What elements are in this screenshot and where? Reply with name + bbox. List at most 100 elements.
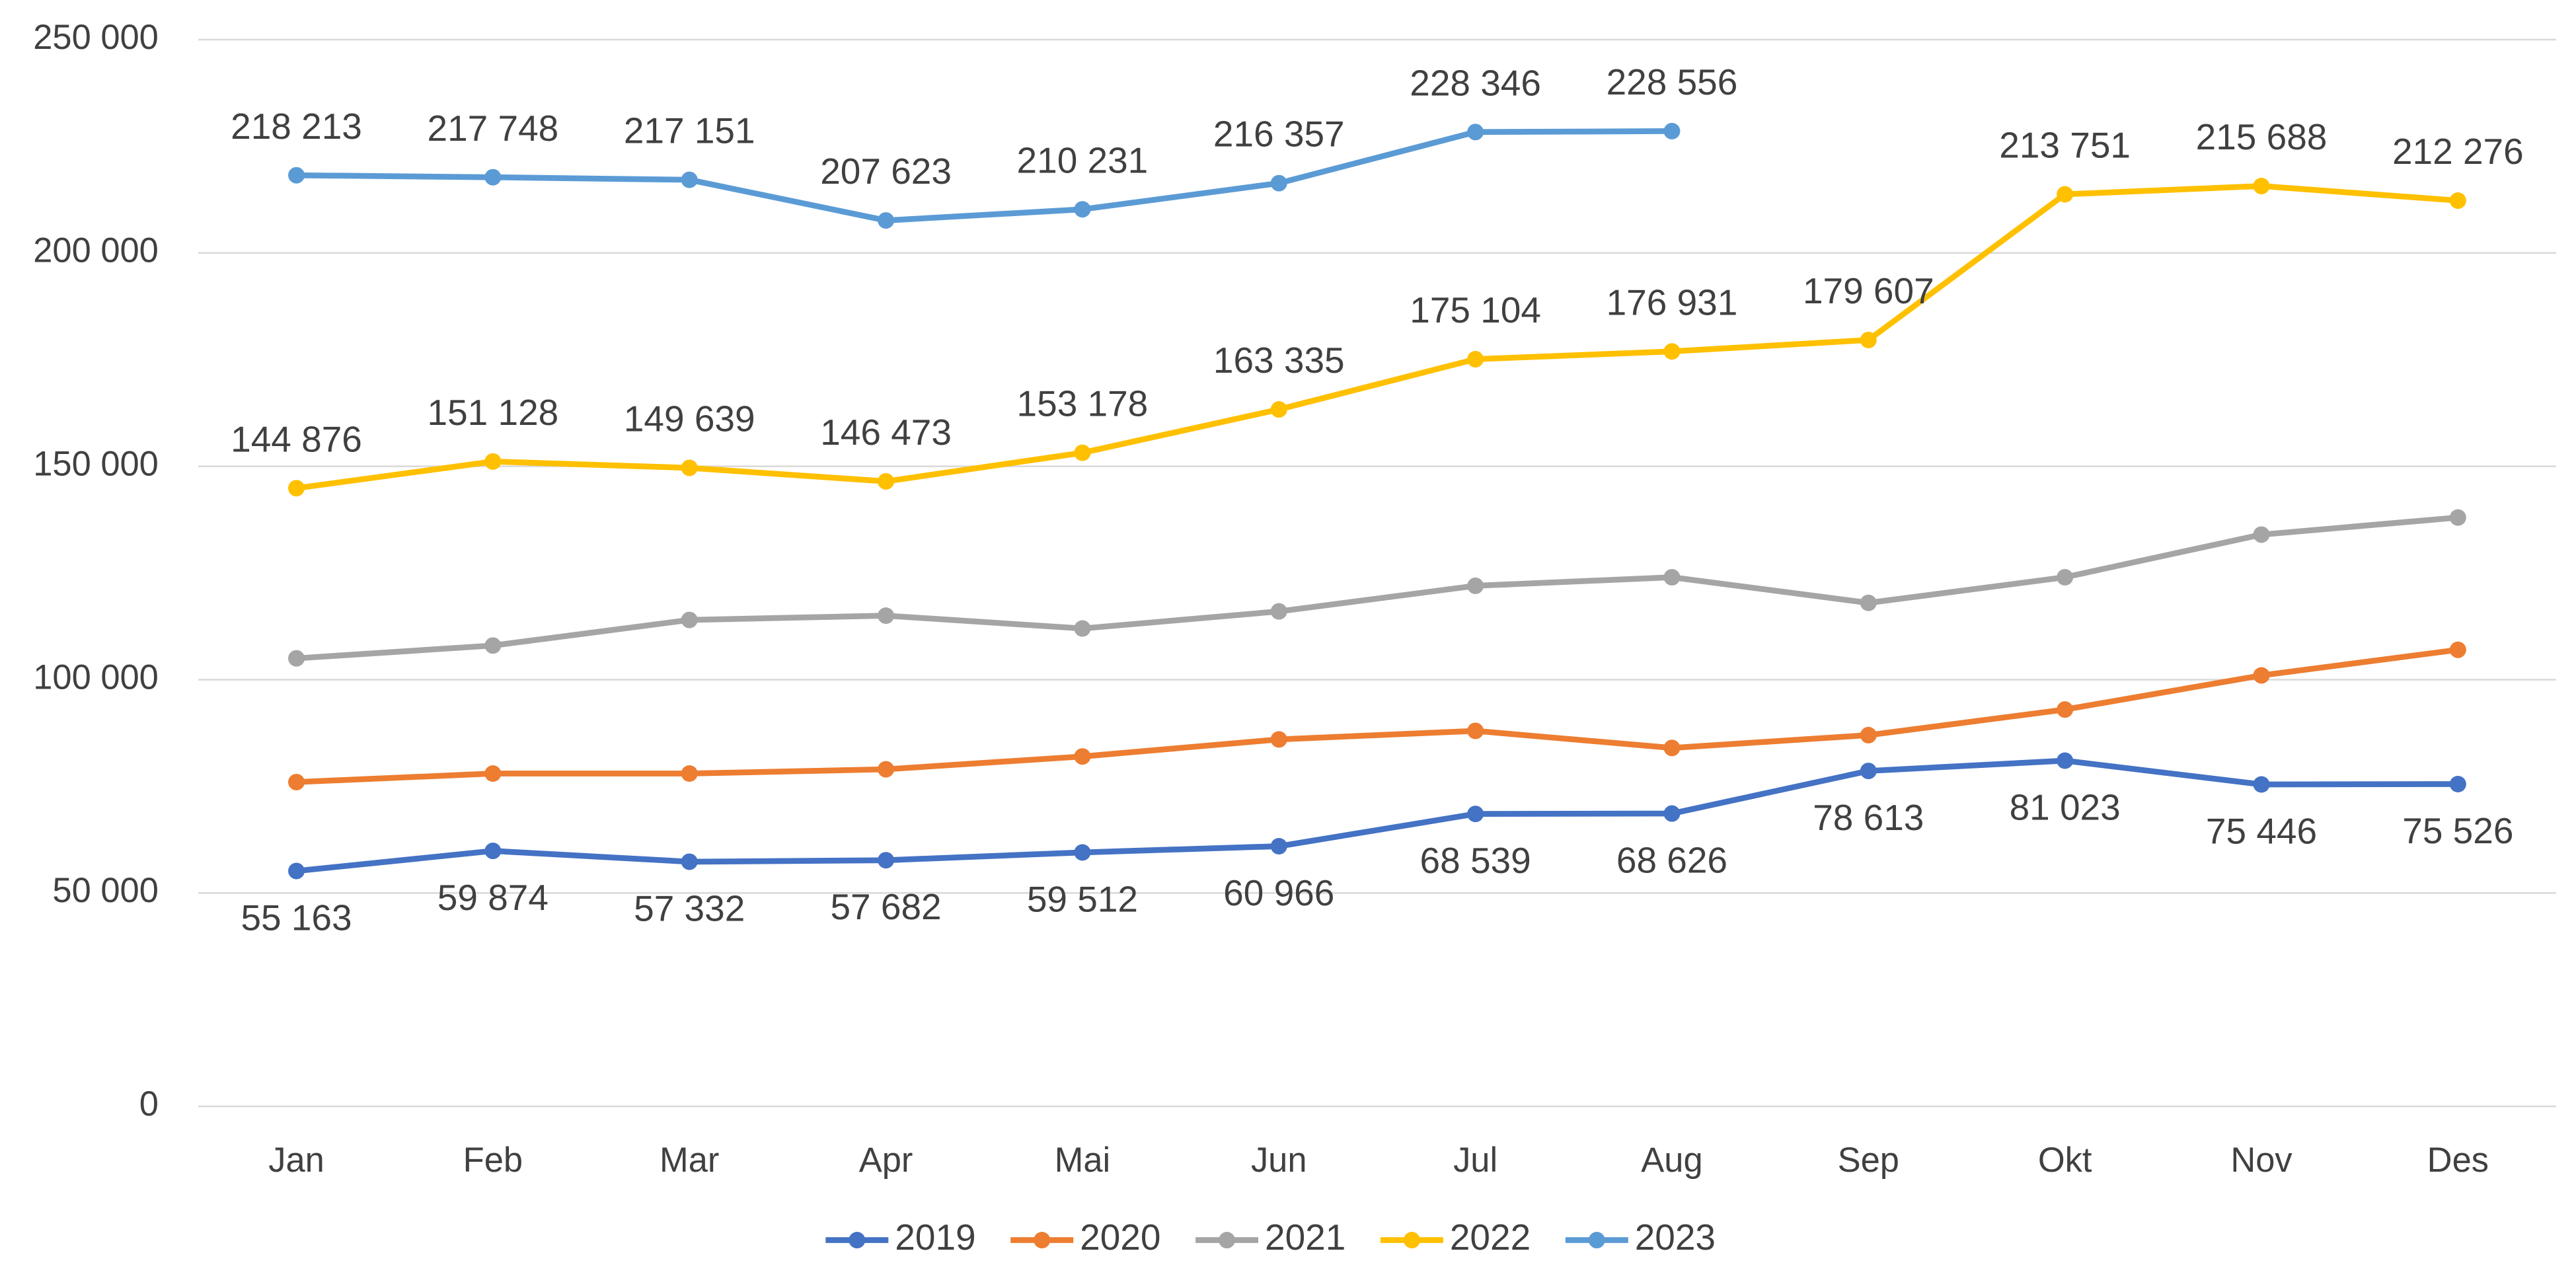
data-label: 149 639 — [624, 398, 755, 439]
x-tick-label: Jun — [1251, 1141, 1307, 1180]
data-label: 59 874 — [437, 877, 549, 918]
legend-marker — [1403, 1232, 1420, 1249]
point — [288, 480, 305, 497]
point — [2057, 186, 2074, 203]
point — [878, 761, 895, 778]
x-tick-label: Okt — [2038, 1141, 2092, 1180]
data-label: 207 623 — [820, 151, 952, 192]
data-label: 81 023 — [2010, 786, 2121, 827]
data-label: 179 607 — [1803, 270, 1934, 311]
y-tick-label: 150 000 — [33, 445, 159, 483]
point — [878, 473, 895, 490]
point — [1467, 351, 1484, 368]
point — [681, 611, 698, 628]
x-tick-label: Sep — [1838, 1141, 1899, 1180]
point — [484, 637, 502, 654]
data-label: 57 682 — [830, 886, 941, 927]
legend-marker — [849, 1232, 866, 1249]
point — [288, 650, 305, 667]
point — [1270, 174, 1287, 192]
x-tick-label: Aug — [1641, 1141, 1702, 1180]
point — [2449, 509, 2466, 526]
series-line — [296, 128, 1672, 223]
point — [2449, 192, 2466, 209]
data-label: 60 966 — [1223, 872, 1334, 913]
data-label: 78 613 — [1813, 797, 1924, 838]
point — [1074, 620, 1091, 637]
series-line — [296, 646, 2458, 785]
point — [1860, 763, 1877, 780]
y-tick-label: 250 000 — [33, 19, 159, 57]
point — [2253, 776, 2270, 793]
legend-label: 2023 — [1635, 1217, 1716, 1258]
data-label: 176 931 — [1607, 282, 1738, 322]
point — [288, 862, 305, 880]
point — [681, 171, 698, 188]
point — [484, 453, 502, 470]
x-tick-label: Nov — [2230, 1141, 2292, 1180]
point — [1663, 805, 1681, 822]
legend-label: 2022 — [1450, 1217, 1531, 1258]
series-line — [296, 514, 2458, 662]
data-label: 75 526 — [2402, 810, 2513, 851]
legend-label: 2020 — [1080, 1217, 1160, 1258]
data-label: 163 335 — [1213, 340, 1345, 381]
point — [484, 843, 502, 860]
point — [1270, 731, 1287, 748]
y-tick-label: 50 000 — [52, 872, 158, 910]
point — [2253, 526, 2270, 543]
point — [1663, 122, 1681, 139]
point — [288, 773, 305, 790]
data-label: 68 539 — [1420, 840, 1531, 881]
data-label: 68 626 — [1616, 840, 1727, 881]
point — [2253, 667, 2270, 684]
point — [2057, 701, 2074, 718]
point — [2449, 641, 2466, 658]
data-label: 146 473 — [820, 412, 952, 453]
point — [484, 765, 502, 782]
point — [2057, 752, 2074, 769]
point — [878, 607, 895, 625]
data-label: 75 446 — [2206, 810, 2317, 851]
point — [1270, 401, 1287, 418]
x-tick-label: Feb — [463, 1141, 523, 1180]
point — [1467, 722, 1484, 739]
point — [484, 169, 502, 186]
y-tick-label: 200 000 — [33, 232, 159, 270]
point — [1860, 726, 1877, 743]
data-label: 228 556 — [1607, 61, 1738, 102]
data-label: 175 104 — [1410, 289, 1541, 330]
series-line — [295, 183, 2458, 492]
data-label: 210 231 — [1017, 139, 1149, 180]
x-tick-label: Mai — [1055, 1141, 1111, 1180]
point — [681, 765, 698, 782]
point — [1074, 844, 1091, 861]
data-label: 144 876 — [231, 418, 362, 459]
legend-marker — [1588, 1232, 1605, 1249]
point — [1663, 569, 1681, 586]
legend-marker — [1034, 1232, 1051, 1249]
legend-label: 2021 — [1265, 1217, 1345, 1258]
series-line — [296, 757, 2458, 874]
y-tick-label: 100 000 — [33, 658, 159, 697]
point — [1270, 603, 1287, 620]
point — [1270, 838, 1287, 854]
data-label: 216 357 — [1213, 114, 1345, 155]
point — [1860, 331, 1877, 348]
data-label: 217 151 — [624, 110, 755, 151]
point — [1074, 748, 1091, 765]
y-tick-label: 0 — [139, 1085, 159, 1123]
data-label: 215 688 — [2196, 116, 2328, 157]
data-label: 228 346 — [1410, 62, 1541, 103]
data-label: 217 748 — [428, 108, 559, 149]
point — [1467, 806, 1484, 823]
x-tick-label: Apr — [859, 1141, 913, 1180]
point — [1074, 201, 1091, 218]
point — [1860, 594, 1877, 611]
data-label: 55 163 — [241, 897, 352, 938]
point — [878, 212, 895, 229]
data-label: 151 128 — [428, 392, 559, 433]
point — [681, 853, 698, 870]
